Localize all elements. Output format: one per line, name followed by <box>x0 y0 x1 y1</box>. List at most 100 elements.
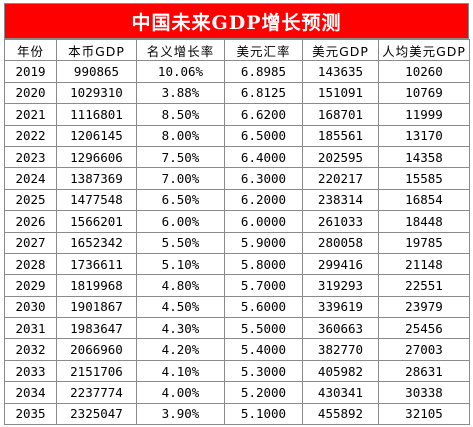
cell-per-capita-gdp[interactable]: 13170 <box>378 124 470 147</box>
cell-usd-gdp[interactable]: 185561 <box>302 124 379 147</box>
cell-growth-rate[interactable]: 10.06% <box>136 60 225 83</box>
cell-local-gdp[interactable]: 1652342 <box>56 231 137 254</box>
cell-year[interactable]: 2033 <box>4 359 57 383</box>
cell-local-gdp[interactable]: 1736611 <box>56 252 137 276</box>
cell-year[interactable]: 2032 <box>4 338 57 361</box>
cell-usd-gdp[interactable]: 202595 <box>302 145 379 169</box>
cell-local-gdp[interactable]: 1029310 <box>56 81 137 105</box>
cell-usd-gdp[interactable]: 405982 <box>302 359 379 383</box>
cell-usd-gdp[interactable]: 430341 <box>302 381 379 404</box>
cell-usd-gdp[interactable]: 382770 <box>302 338 379 361</box>
cell-growth-rate[interactable]: 3.90% <box>136 402 225 426</box>
cell-exchange-rate[interactable]: 6.8125 <box>224 81 303 105</box>
cell-growth-rate[interactable]: 4.50% <box>136 295 225 319</box>
cell-local-gdp[interactable]: 1983647 <box>56 317 137 340</box>
cell-growth-rate[interactable]: 4.10% <box>136 359 225 383</box>
cell-per-capita-gdp[interactable]: 25456 <box>378 317 470 340</box>
cell-year[interactable]: 2025 <box>4 188 57 212</box>
cell-usd-gdp[interactable]: 280058 <box>302 231 379 254</box>
cell-exchange-rate[interactable]: 5.6000 <box>224 295 303 319</box>
cell-year[interactable]: 2035 <box>4 402 57 426</box>
cell-exchange-rate[interactable]: 5.3000 <box>224 359 303 383</box>
cell-local-gdp[interactable]: 1116801 <box>56 103 137 126</box>
cell-usd-gdp[interactable]: 143635 <box>302 60 379 83</box>
cell-growth-rate[interactable]: 7.50% <box>136 145 225 169</box>
cell-per-capita-gdp[interactable]: 18448 <box>378 210 470 233</box>
cell-usd-gdp[interactable]: 360663 <box>302 317 379 340</box>
cell-local-gdp[interactable]: 2066960 <box>56 338 137 361</box>
cell-exchange-rate[interactable]: 5.4000 <box>224 338 303 361</box>
cell-growth-rate[interactable]: 4.00% <box>136 381 225 404</box>
cell-per-capita-gdp[interactable]: 30338 <box>378 381 470 404</box>
cell-growth-rate[interactable]: 4.80% <box>136 274 225 297</box>
cell-year[interactable]: 2029 <box>4 274 57 297</box>
cell-usd-gdp[interactable]: 319293 <box>302 274 379 297</box>
cell-growth-rate[interactable]: 7.00% <box>136 167 225 190</box>
cell-year[interactable]: 2026 <box>4 210 57 233</box>
cell-exchange-rate[interactable]: 5.9000 <box>224 231 303 254</box>
cell-per-capita-gdp[interactable]: 16854 <box>378 188 470 212</box>
cell-usd-gdp[interactable]: 455892 <box>302 402 379 426</box>
cell-per-capita-gdp[interactable]: 32105 <box>378 402 470 426</box>
cell-exchange-rate[interactable]: 6.8985 <box>224 60 303 83</box>
cell-usd-gdp[interactable]: 151091 <box>302 81 379 105</box>
cell-local-gdp[interactable]: 990865 <box>56 60 137 83</box>
cell-exchange-rate[interactable]: 6.2000 <box>224 188 303 212</box>
cell-growth-rate[interactable]: 5.50% <box>136 231 225 254</box>
cell-exchange-rate[interactable]: 5.2000 <box>224 381 303 404</box>
cell-usd-gdp[interactable]: 168701 <box>302 103 379 126</box>
cell-year[interactable]: 2034 <box>4 381 57 404</box>
cell-per-capita-gdp[interactable]: 22551 <box>378 274 470 297</box>
cell-per-capita-gdp[interactable]: 10769 <box>378 81 470 105</box>
cell-exchange-rate[interactable]: 6.5000 <box>224 124 303 147</box>
cell-local-gdp[interactable]: 2151706 <box>56 359 137 383</box>
cell-local-gdp[interactable]: 2237774 <box>56 381 137 404</box>
cell-exchange-rate[interactable]: 5.8000 <box>224 252 303 276</box>
cell-year[interactable]: 2021 <box>4 103 57 126</box>
cell-per-capita-gdp[interactable]: 15585 <box>378 167 470 190</box>
cell-per-capita-gdp[interactable]: 28631 <box>378 359 470 383</box>
cell-year[interactable]: 2027 <box>4 231 57 254</box>
cell-exchange-rate[interactable]: 5.1000 <box>224 402 303 426</box>
cell-growth-rate[interactable]: 8.00% <box>136 124 225 147</box>
cell-local-gdp[interactable]: 1296606 <box>56 145 137 169</box>
cell-year[interactable]: 2024 <box>4 167 57 190</box>
cell-per-capita-gdp[interactable]: 14358 <box>378 145 470 169</box>
cell-year[interactable]: 2028 <box>4 252 57 276</box>
cell-exchange-rate[interactable]: 6.6200 <box>224 103 303 126</box>
cell-usd-gdp[interactable]: 238314 <box>302 188 379 212</box>
cell-exchange-rate[interactable]: 6.4000 <box>224 145 303 169</box>
cell-per-capita-gdp[interactable]: 11999 <box>378 103 470 126</box>
cell-year[interactable]: 2020 <box>4 81 57 105</box>
cell-growth-rate[interactable]: 4.30% <box>136 317 225 340</box>
cell-usd-gdp[interactable]: 339619 <box>302 295 379 319</box>
cell-per-capita-gdp[interactable]: 21148 <box>378 252 470 276</box>
cell-per-capita-gdp[interactable]: 27003 <box>378 338 470 361</box>
cell-usd-gdp[interactable]: 220217 <box>302 167 379 190</box>
cell-per-capita-gdp[interactable]: 23979 <box>378 295 470 319</box>
cell-local-gdp[interactable]: 1206145 <box>56 124 137 147</box>
cell-growth-rate[interactable]: 6.00% <box>136 210 225 233</box>
cell-local-gdp[interactable]: 1901867 <box>56 295 137 319</box>
cell-per-capita-gdp[interactable]: 10260 <box>378 60 470 83</box>
cell-growth-rate[interactable]: 8.50% <box>136 103 225 126</box>
cell-year[interactable]: 2019 <box>4 60 57 83</box>
cell-exchange-rate[interactable]: 6.3000 <box>224 167 303 190</box>
cell-year[interactable]: 2030 <box>4 295 57 319</box>
cell-year[interactable]: 2031 <box>4 317 57 340</box>
cell-year[interactable]: 2023 <box>4 145 57 169</box>
cell-year[interactable]: 2022 <box>4 124 57 147</box>
cell-local-gdp[interactable]: 1819968 <box>56 274 137 297</box>
cell-growth-rate[interactable]: 6.50% <box>136 188 225 212</box>
cell-usd-gdp[interactable]: 299416 <box>302 252 379 276</box>
cell-growth-rate[interactable]: 5.10% <box>136 252 225 276</box>
cell-growth-rate[interactable]: 3.88% <box>136 81 225 105</box>
cell-usd-gdp[interactable]: 261033 <box>302 210 379 233</box>
cell-local-gdp[interactable]: 2325047 <box>56 402 137 426</box>
cell-local-gdp[interactable]: 1566201 <box>56 210 137 233</box>
cell-exchange-rate[interactable]: 5.7000 <box>224 274 303 297</box>
cell-exchange-rate[interactable]: 6.0000 <box>224 210 303 233</box>
cell-local-gdp[interactable]: 1387369 <box>56 167 137 190</box>
cell-growth-rate[interactable]: 4.20% <box>136 338 225 361</box>
cell-exchange-rate[interactable]: 5.5000 <box>224 317 303 340</box>
